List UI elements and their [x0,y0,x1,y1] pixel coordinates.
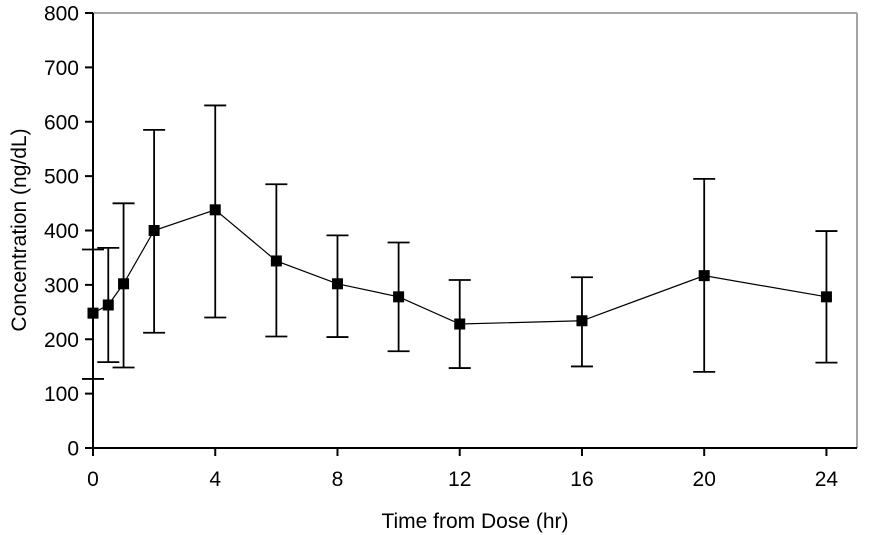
data-point-marker [118,278,130,290]
axes: 0 100 200 300 400 500 600 700 800 0 4 8 12 16 20 24 [44,3,857,491]
data-point-marker [209,204,221,216]
x-tick-label: 8 [332,468,344,491]
x-tick-label: 20 [693,468,716,491]
y-tick-label: 500 [44,166,79,189]
plot-frame [93,12,858,448]
y-axis-title: Concentration (ng/dL) [8,128,31,331]
x-tick-label: 12 [448,468,471,491]
data-point-marker [270,255,282,267]
x-tick-label: 16 [570,468,593,491]
data-series [87,204,832,330]
y-tick-label: 400 [44,220,79,243]
x-tick-label: 24 [815,468,839,491]
data-point-marker [576,315,588,327]
y-tick-label: 0 [67,438,79,461]
data-point-marker [698,270,710,282]
y-tick-label: 100 [44,383,79,406]
data-point-marker [454,318,466,330]
y-tick-label: 200 [44,329,79,352]
y-tick-label: 600 [44,111,79,134]
data-point-marker [331,278,343,290]
x-tick-label: 0 [87,468,99,491]
y-tick-label: 300 [44,274,79,297]
data-point-marker [87,307,99,319]
error-bars [82,104,838,380]
data-point-marker [393,291,405,303]
data-point-marker [102,299,114,311]
data-point-marker [820,291,832,303]
data-point-marker [148,225,160,236]
y-tick-label: 700 [44,57,79,80]
x-axis-title: Time from Dose (hr) [381,510,568,533]
y-tick-label: 800 [44,3,79,26]
x-tick-label: 4 [209,468,221,491]
